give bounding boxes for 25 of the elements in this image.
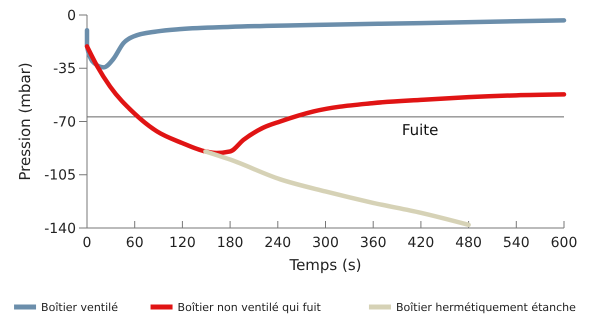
- y-tick-label: -35: [53, 61, 76, 78]
- ref-line-label: Fuite: [402, 120, 438, 139]
- x-tick-label: 120: [169, 235, 196, 251]
- legend-label: Boîtier hermétiquement étanche: [396, 300, 576, 314]
- y-tick-label: -70: [53, 114, 76, 130]
- x-tick-label: 300: [312, 235, 339, 251]
- x-axis-title: Temps (s): [288, 256, 362, 274]
- y-tick-label: -140: [44, 220, 76, 237]
- legend-label: Boîtier ventilé: [41, 300, 118, 314]
- x-tick-label: 360: [360, 235, 387, 251]
- x-tick-label: 420: [408, 235, 434, 251]
- y-tick-label: -105: [44, 168, 76, 184]
- y-axis-title: Pression (mbar): [16, 62, 34, 181]
- y-tick-label: 0: [67, 8, 76, 24]
- line-series: [84, 18, 566, 70]
- x-tick-label: 240: [264, 235, 292, 251]
- x-tick-label: 180: [216, 235, 244, 251]
- x-tick-label: 540: [502, 235, 530, 251]
- line-series: [84, 44, 566, 156]
- x-tick-label: 0: [82, 235, 92, 251]
- x-tick-label: 60: [126, 235, 144, 251]
- legend-label: Boîtier non ventilé qui fuit: [178, 300, 322, 314]
- line-series: [203, 149, 471, 228]
- x-tick-label: 600: [550, 235, 578, 251]
- x-tick-label: 480: [455, 235, 482, 251]
